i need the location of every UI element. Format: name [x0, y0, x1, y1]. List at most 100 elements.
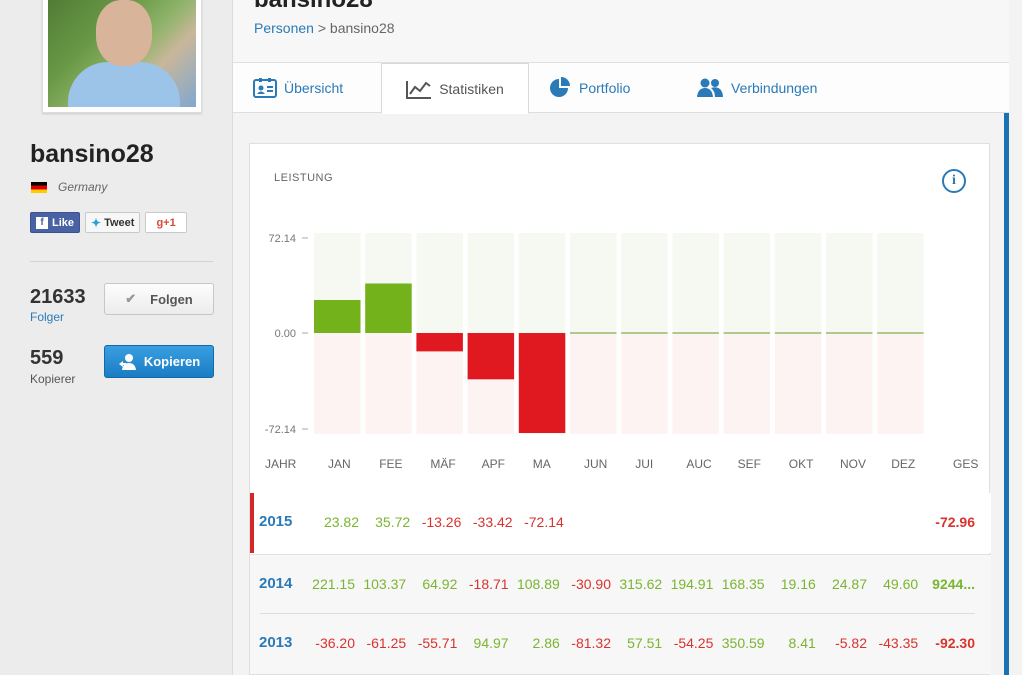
breadcrumb-personen-link[interactable]: Personen [254, 20, 314, 36]
chart-bg-positive [774, 233, 822, 333]
chart-bg-negative [621, 333, 668, 434]
row-month-value: 23.82 [323, 514, 359, 530]
profile-sidebar: bansino28 Germany f Like ✦ Tweet g +1 21… [0, 0, 232, 675]
row-month-value: 221.15 [312, 576, 355, 592]
avatar[interactable] [42, 0, 202, 113]
y-tick-label: 72.14 [268, 233, 296, 245]
chart-bar [467, 333, 515, 380]
x-tick-label: SEF [738, 457, 761, 471]
row-month-value: 24.87 [831, 576, 867, 592]
x-label-total: GES [953, 457, 978, 471]
profile-card-icon [253, 77, 277, 99]
copy-button[interactable]: Kopieren [104, 345, 214, 378]
tab-portfolio-label: Portfolio [579, 80, 631, 96]
tab-overview[interactable]: Übersicht [253, 63, 343, 113]
row-month-value: -54.25 [673, 635, 714, 651]
table-row[interactable]: 2013 -36.20 -61.25 -55.71 94.97 2.86 -81.32 57.… [250, 614, 991, 674]
facebook-like-button[interactable]: f Like [30, 212, 81, 233]
info-icon[interactable]: i [942, 169, 966, 193]
chart-title: LEISTUNG [274, 172, 334, 184]
row-month-value: 49.60 [883, 576, 919, 592]
row-month-value: 35.72 [375, 514, 411, 530]
chart-bg-negative [570, 333, 617, 434]
tab-overview-label: Übersicht [284, 80, 344, 96]
chart-bg-negative [723, 333, 771, 434]
row-month-value: -61.25 [366, 635, 407, 651]
table-row[interactable]: 2014 221.15 103.37 64.92 -18.71 108.89 -30.90 3… [250, 554, 991, 614]
row-month-value: -36.20 [315, 635, 355, 651]
chart-bg-negative [314, 333, 361, 434]
row-month-value: 168.35 [721, 576, 765, 592]
row-month-value: 108.89 [516, 576, 560, 592]
row-month-value: 315.62 [619, 576, 663, 592]
row-month-value: 350.59 [721, 635, 765, 651]
row-month-value: 19.16 [780, 576, 816, 592]
tab-statistics-label: Statistiken [439, 80, 504, 97]
line-chart-icon [406, 79, 432, 99]
x-tick-label: JUN [584, 457, 607, 471]
profile-country: Germany [31, 180, 107, 194]
row-month-value: 103.37 [363, 576, 407, 592]
facebook-icon: f [36, 216, 48, 229]
x-tick-label: MÄF [430, 457, 455, 471]
like-label: Like [52, 216, 75, 229]
x-tick-label: FEE [379, 457, 402, 471]
gplus-icon: g [156, 216, 164, 229]
row-year[interactable]: 2015 [259, 513, 293, 530]
row-month-value: -43.35 [878, 635, 919, 651]
chart-bar [774, 332, 822, 334]
row-month-value: 94.97 [473, 635, 509, 651]
tab-statistics[interactable]: Statistiken [381, 63, 529, 114]
chart-bg-positive [877, 233, 924, 333]
chart-bar [570, 332, 617, 334]
row-month-value: -18.71 [468, 576, 509, 592]
table-row[interactable]: 2015 23.82 35.72 -13.26 -33.42 -72.14 -72.96 [250, 493, 991, 553]
x-tick-label: APF [482, 457, 505, 471]
chart-bg-positive [723, 233, 771, 333]
checkmark-icon: ✔ [125, 291, 137, 306]
row-month-value: -13.26 [421, 514, 462, 530]
tab-portfolio[interactable]: Portfolio [548, 63, 630, 113]
users-icon [696, 77, 724, 99]
chart-bar [416, 333, 463, 352]
x-label-year: JAHR [265, 457, 297, 471]
breadcrumb-current: bansino28 [329, 20, 395, 36]
row-total: -72.96 [935, 514, 975, 530]
google-plus-button[interactable]: g +1 [145, 212, 187, 233]
chart-bar [314, 299, 361, 333]
row-month-value: -55.71 [417, 635, 458, 651]
row-month-value: 57.51 [627, 635, 663, 651]
page-header: bansino28 Personen > bansino28 [233, 0, 1009, 63]
chart-bg-negative [774, 333, 822, 434]
copiers-label: Kopierer [30, 372, 76, 386]
tweet-button[interactable]: ✦ Tweet [85, 212, 141, 233]
row-year[interactable]: 2014 [259, 575, 293, 592]
row-year[interactable]: 2013 [259, 634, 293, 651]
sidebar-divider [30, 261, 213, 262]
chart-bar [672, 332, 719, 334]
chart-bg-negative [365, 333, 412, 434]
chart-bg-negative [826, 333, 873, 434]
chart-bg-positive [672, 233, 719, 333]
tab-connections[interactable]: Verbindungen [696, 63, 817, 113]
accent-bar [1004, 113, 1009, 675]
profile-tabs: Übersicht Statistiken Portfolio Verbindu… [233, 63, 1009, 114]
chart-bg-negative [672, 333, 719, 434]
row-total: 9244... [932, 576, 975, 592]
tab-connections-label: Verbindungen [731, 80, 818, 96]
copy-label: Kopieren [143, 354, 201, 369]
row-divider [260, 613, 975, 614]
social-buttons: f Like ✦ Tweet g +1 [30, 212, 187, 233]
y-tick-label: -72.14 [265, 424, 296, 436]
chart-bar [365, 283, 412, 333]
x-tick-label: JUI [635, 457, 653, 471]
breadcrumb-separator: > [313, 20, 330, 36]
followers-link[interactable]: Folger [30, 310, 65, 324]
pie-chart-icon [548, 76, 572, 100]
chart-bar [877, 332, 924, 334]
row-month-value: 194.91 [670, 576, 714, 592]
follow-button[interactable]: ✔ Folgen [104, 283, 214, 315]
row-month-value: 64.92 [422, 576, 458, 592]
x-tick-label: OKT [789, 457, 814, 471]
twitter-bird-icon: ✦ [91, 215, 102, 230]
